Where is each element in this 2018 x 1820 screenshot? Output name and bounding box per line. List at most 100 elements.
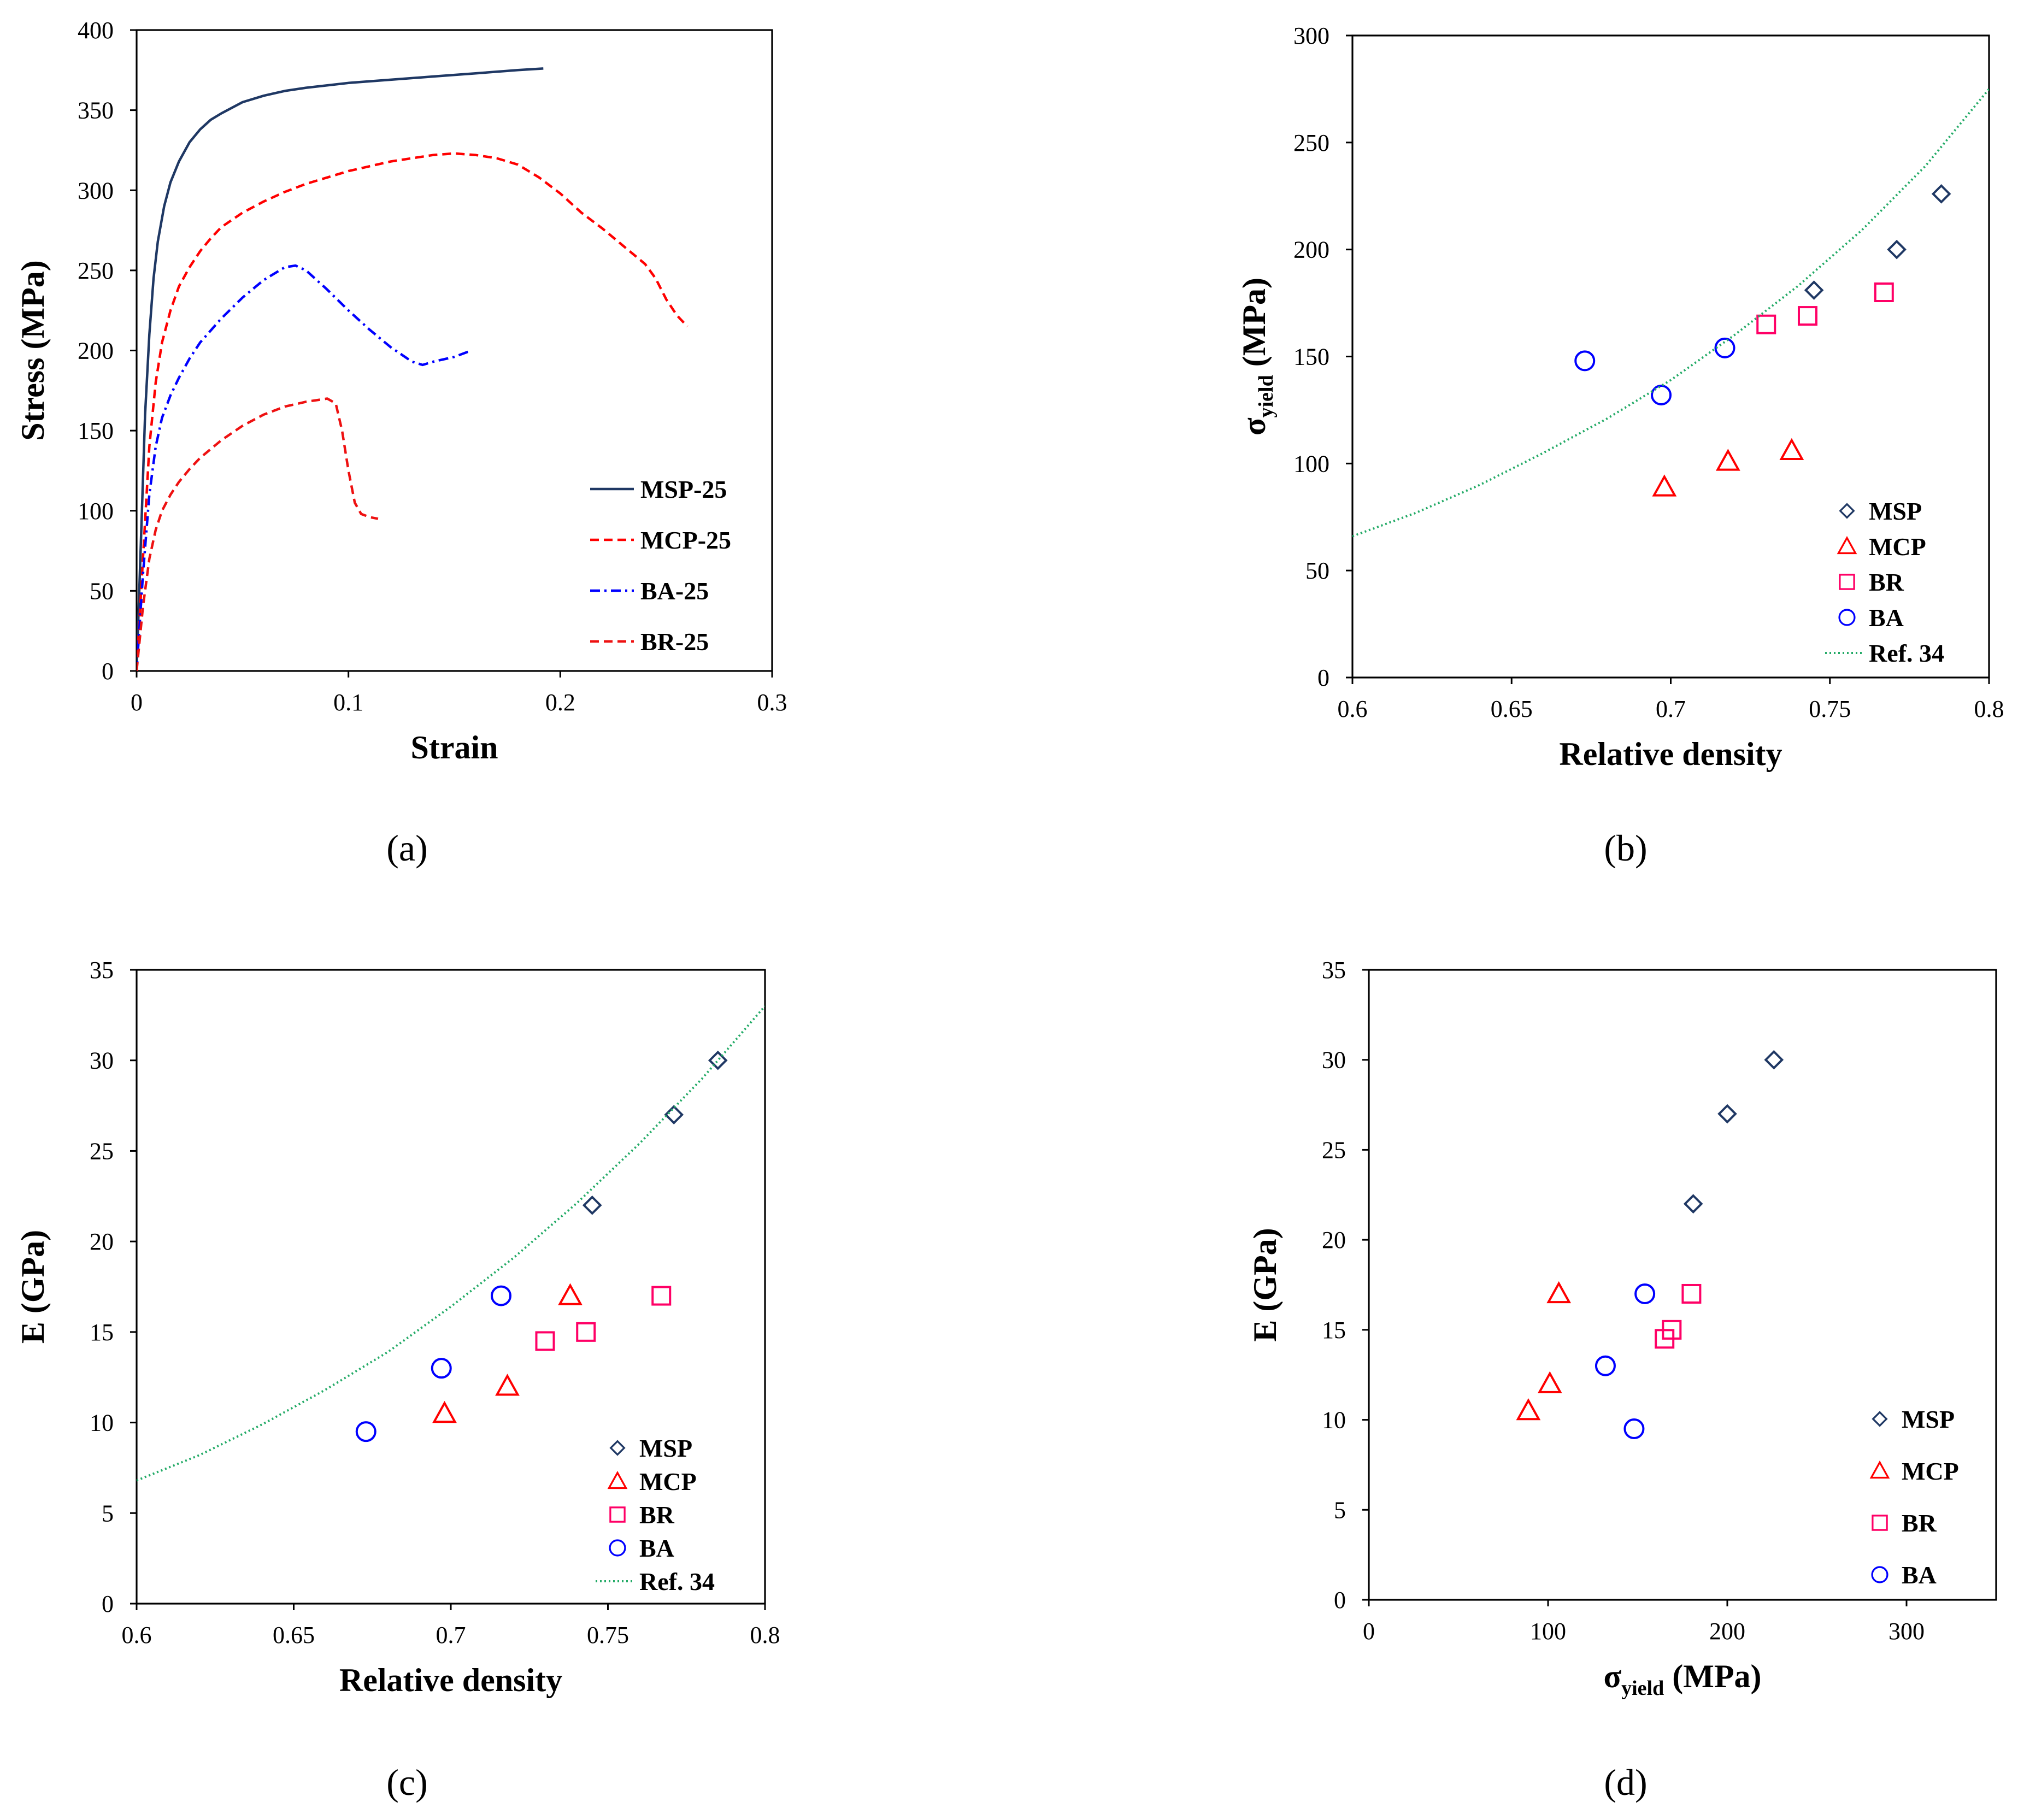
plot-frame	[136, 29, 773, 672]
legend-label: BR-25	[640, 628, 709, 656]
y-tick-label: 35	[90, 957, 114, 983]
series-msp	[1804, 184, 1951, 300]
panel-label-a: (a)	[386, 827, 427, 869]
series-msp-25	[137, 67, 544, 671]
data-point	[1887, 239, 1907, 260]
legend-swatch	[1869, 1460, 1890, 1479]
x-tick-label: 0.7	[1656, 696, 1686, 722]
legend-swatch	[609, 1539, 626, 1557]
x-tick-label: 0.7	[436, 1622, 466, 1648]
y-tick-label: 200	[1293, 237, 1329, 263]
legend-entry: MCP	[1869, 1457, 1959, 1485]
panel-label-d: (d)	[1604, 1762, 1647, 1803]
series-ref-34	[1352, 88, 1989, 538]
series-msp	[1683, 1050, 1784, 1214]
series-br	[1655, 1283, 1702, 1349]
legend-entry: MCP-25	[590, 526, 731, 554]
y-axis-label: E (GPa)	[15, 1230, 51, 1344]
series-mcp	[1516, 1281, 1572, 1421]
data-point	[558, 1283, 583, 1305]
y-tick-label: 15	[1322, 1317, 1346, 1344]
legend-swatch	[1838, 609, 1856, 626]
x-axis-label: σyield (MPa)	[1603, 1658, 1761, 1700]
data-point	[1715, 449, 1740, 471]
series-br	[535, 1286, 672, 1351]
data-point	[664, 1105, 684, 1124]
legend-label: Ref. 34	[1869, 639, 1944, 667]
x-tick-label: 0.6	[122, 1622, 152, 1648]
legend-label: MSP-25	[640, 475, 727, 503]
x-tick-label: 0.8	[750, 1622, 780, 1648]
data-point	[1662, 1320, 1682, 1340]
legend-entry: BR-25	[590, 628, 709, 656]
legend-label: MSP	[1869, 497, 1922, 525]
data-point	[355, 1421, 376, 1442]
y-axis-label: Stress (MPa)	[15, 260, 51, 440]
x-tick-label: 100	[1530, 1618, 1566, 1645]
legend-swatch	[1872, 1411, 1888, 1427]
y-tick-label: 200	[78, 338, 114, 364]
data-point	[582, 1195, 602, 1215]
legend-label: BA	[639, 1534, 674, 1562]
y-axis-label: σyield (MPa)	[1236, 278, 1278, 435]
x-tick-label: 0.65	[1491, 696, 1533, 722]
y-tick-label: 350	[78, 97, 114, 124]
legend-entry: BA	[609, 1534, 674, 1562]
data-point	[576, 1322, 596, 1342]
series-line	[137, 1005, 765, 1482]
y-tick-label: 15	[90, 1319, 114, 1346]
y-tick-label: 0	[1334, 1587, 1346, 1613]
panel-label-b: (b)	[1604, 827, 1647, 869]
x-axis-label: Strain	[410, 729, 498, 765]
data-point	[491, 1285, 511, 1306]
plot-frame	[1368, 969, 1997, 1601]
data-point	[1714, 337, 1735, 358]
data-point	[651, 1286, 672, 1306]
x-axis-label: Relative density	[1559, 736, 1782, 772]
data-point	[1764, 1050, 1784, 1070]
x-tick-label: 0.3	[757, 689, 787, 716]
series-line	[137, 397, 379, 671]
legend-swatch	[609, 1506, 626, 1523]
x-tick-label: 0.6	[1338, 696, 1368, 722]
data-point	[1652, 474, 1677, 497]
x-tick-label: 0.75	[1809, 696, 1851, 722]
legend-label: MSP	[1902, 1405, 1955, 1433]
data-point	[1931, 184, 1951, 204]
data-point	[1717, 1104, 1737, 1124]
series-ba	[1595, 1283, 1656, 1440]
legend-entry: MCP	[1837, 533, 1926, 561]
y-tick-label: 150	[1293, 344, 1329, 370]
y-tick-label: 10	[90, 1410, 114, 1436]
y-tick-label: 5	[102, 1500, 114, 1527]
series-mcp	[1652, 438, 1804, 497]
series-mcp-25	[137, 152, 689, 671]
data-point	[1804, 280, 1824, 300]
data-point	[1651, 385, 1672, 405]
legend-entry: MCP	[607, 1468, 697, 1495]
y-tick-label: 0	[102, 658, 114, 685]
y-tick-label: 400	[78, 17, 114, 44]
data-point	[1574, 350, 1596, 372]
data-point	[495, 1374, 520, 1396]
series-ba-25	[137, 264, 472, 671]
data-point	[1546, 1281, 1572, 1304]
y-tick-label: 20	[90, 1228, 114, 1255]
y-tick-label: 100	[78, 498, 114, 525]
y-tick-label: 250	[78, 257, 114, 284]
y-axis-label: E (GPa)	[1247, 1228, 1283, 1341]
series-br-25	[137, 397, 379, 671]
legend-label: MCP	[1869, 533, 1926, 561]
series-ref-34	[137, 1005, 765, 1482]
x-tick-label: 0.2	[545, 689, 575, 716]
x-tick-label: 0.65	[273, 1622, 315, 1648]
series-msp	[582, 1050, 728, 1215]
y-tick-label: 300	[1293, 22, 1329, 49]
legend-label: MSP	[639, 1434, 692, 1462]
series-line	[137, 264, 472, 671]
series-br	[1756, 282, 1894, 334]
data-point	[1683, 1194, 1703, 1214]
legend-entry: BR	[609, 1501, 675, 1529]
y-tick-label: 150	[78, 417, 114, 444]
